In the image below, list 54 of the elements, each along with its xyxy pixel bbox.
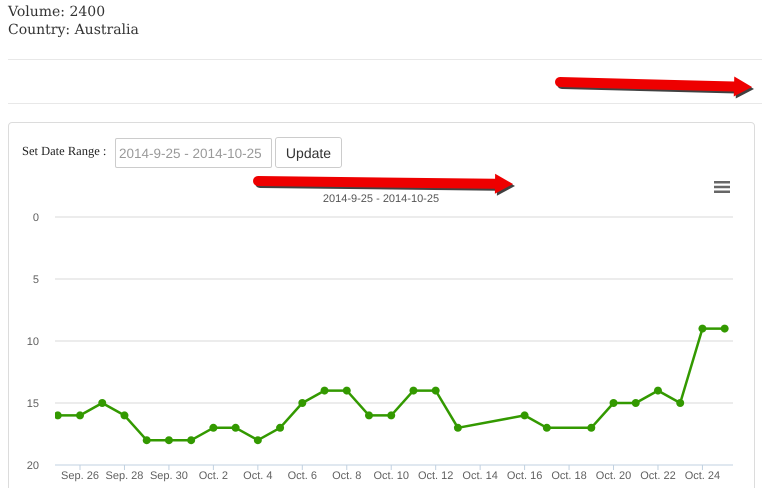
point [164, 436, 173, 444]
point [454, 424, 462, 432]
point [320, 386, 329, 395]
point [520, 411, 529, 420]
x-tick-label: Sep. 28 [106, 470, 144, 482]
y-tick-label: 15 [26, 398, 39, 410]
point [432, 386, 440, 395]
y-tick-label: 5 [32, 274, 39, 286]
point [676, 399, 684, 407]
x-tick-label: Oct. 24 [684, 470, 720, 482]
date-range-field: 2014-9-25 - 2014-10-25 [115, 138, 272, 168]
point [654, 386, 662, 395]
x-tick-label: Oct. 6 [288, 470, 317, 482]
x-tick-label: Oct. 16 [506, 470, 542, 482]
x-tick-label: Oct. 20 [596, 470, 632, 482]
y-tick-label: 20 [26, 460, 39, 472]
point [698, 324, 706, 333]
x-tick-label: Oct. 4 [243, 470, 273, 482]
point [587, 424, 596, 432]
point [720, 324, 729, 333]
point [632, 399, 640, 407]
point [276, 424, 284, 432]
x-tick-label: Sep. 30 [150, 470, 188, 482]
y-tick-label: 10 [26, 336, 39, 348]
point [120, 411, 128, 420]
point [232, 424, 240, 432]
text: Volume: 2400 [8, 4, 106, 20]
x-tick-label: Oct. 10 [373, 470, 409, 482]
chart-subtitle: 2014-9-25 - 2014-10-25 [322, 193, 440, 205]
point [98, 399, 106, 407]
point [187, 436, 196, 444]
y-tick-label: 0 [32, 212, 39, 224]
x-tick-label: Oct. 12 [418, 470, 454, 482]
point [142, 436, 151, 444]
point [342, 386, 351, 395]
text: Set Date Range : [22, 144, 106, 159]
point [209, 424, 218, 432]
x-tick-label: Oct. 18 [551, 470, 587, 482]
point [76, 411, 84, 420]
point [254, 436, 262, 444]
point [610, 399, 618, 407]
point [298, 399, 306, 407]
point [542, 424, 551, 432]
x-tick-label: Oct. 2 [198, 470, 228, 482]
point [409, 386, 418, 395]
x-tick-label: Sep. 26 [61, 470, 99, 482]
x-tick-label: Oct. 22 [640, 470, 676, 482]
point [364, 411, 373, 420]
x-tick-label: Oct. 8 [332, 470, 362, 482]
point [387, 411, 396, 420]
point [55, 411, 62, 420]
update-button: Update [275, 137, 342, 168]
text: Country: Australia [8, 22, 139, 38]
x-tick-label: Oct. 14 [462, 470, 498, 482]
